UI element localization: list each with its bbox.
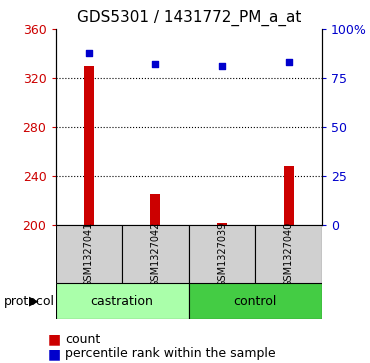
Bar — [189, 283, 322, 319]
Text: GSM1327042: GSM1327042 — [150, 221, 161, 287]
Text: GSM1327039: GSM1327039 — [217, 221, 227, 287]
Bar — [255, 225, 322, 283]
Title: GDS5301 / 1431772_PM_a_at: GDS5301 / 1431772_PM_a_at — [77, 10, 301, 26]
Text: GSM1327041: GSM1327041 — [84, 221, 94, 287]
Text: GSM1327040: GSM1327040 — [283, 221, 294, 287]
Point — [152, 61, 158, 67]
Point — [86, 50, 92, 56]
Point — [219, 64, 225, 69]
Text: count: count — [65, 333, 100, 346]
Text: percentile rank within the sample: percentile rank within the sample — [65, 347, 275, 360]
Bar — [217, 223, 227, 225]
Text: ■: ■ — [48, 333, 61, 346]
Bar — [56, 225, 122, 283]
Bar — [189, 225, 255, 283]
Bar — [284, 166, 294, 225]
Text: control: control — [233, 295, 277, 308]
Text: protocol: protocol — [4, 295, 55, 308]
Point — [286, 60, 292, 65]
Text: castration: castration — [91, 295, 154, 308]
Bar — [150, 195, 161, 225]
Bar — [56, 283, 189, 319]
Bar — [122, 225, 189, 283]
Bar — [84, 66, 94, 225]
Text: ■: ■ — [48, 347, 61, 361]
Text: ▶: ▶ — [28, 295, 38, 308]
